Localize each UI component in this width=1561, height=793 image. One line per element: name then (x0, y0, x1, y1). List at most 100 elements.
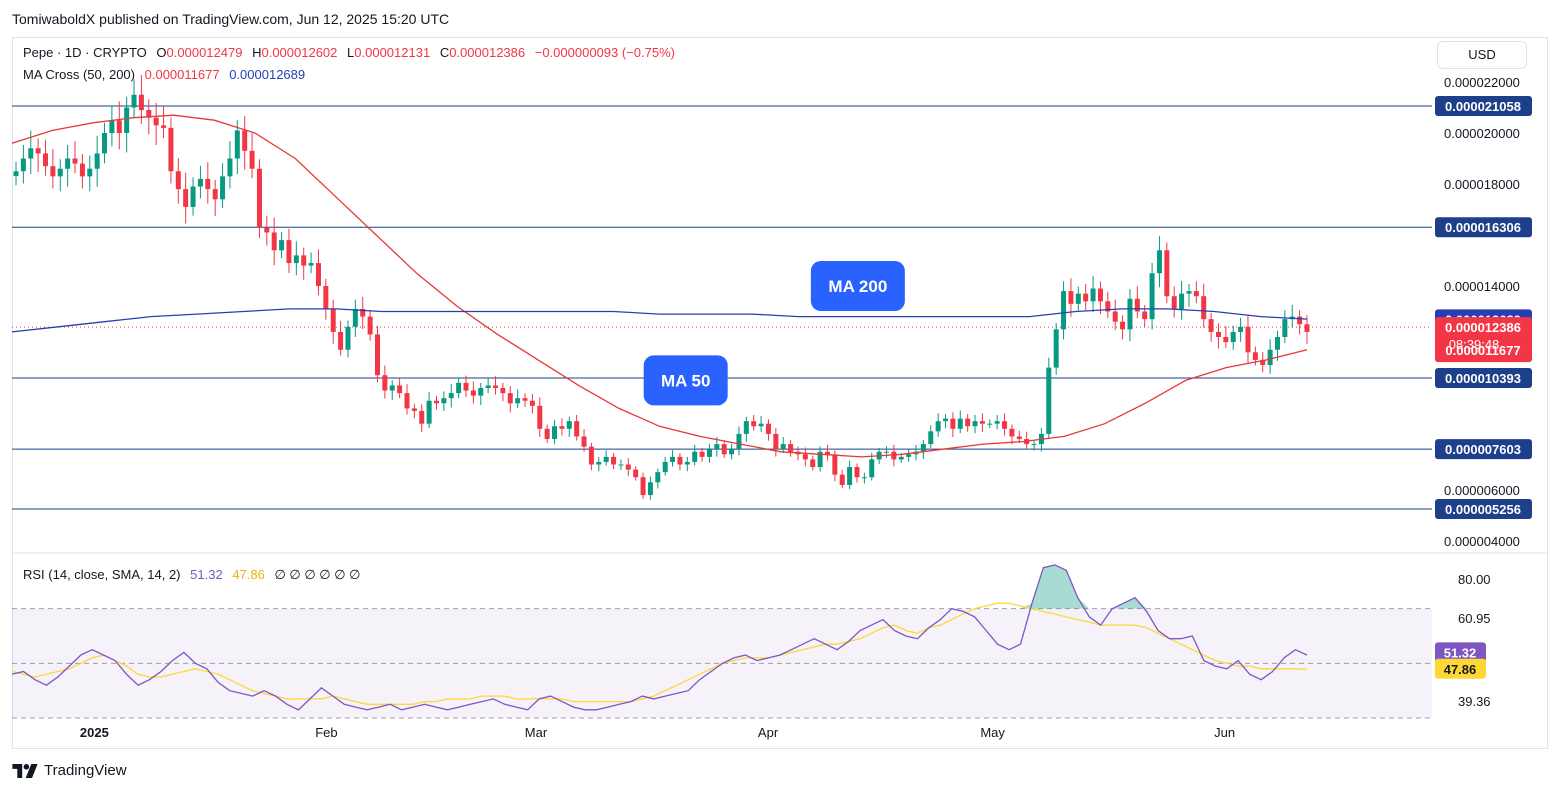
candle (190, 177, 196, 216)
candle-body (611, 456, 617, 465)
candle (1031, 440, 1037, 451)
level-price-text: 0.000021058 (1445, 99, 1521, 114)
candle-body (79, 163, 85, 177)
candle-body (242, 130, 248, 151)
candle-body (330, 308, 336, 332)
candle-body (1208, 319, 1214, 332)
symbol-title[interactable]: Pepe · 1D · CRYPTO (23, 45, 147, 60)
candle (559, 418, 565, 436)
ma-title[interactable]: MA Cross (50, 200) (23, 67, 135, 82)
candle (854, 463, 860, 483)
candle (588, 442, 594, 471)
tradingview-logo[interactable]: TradingView (12, 762, 127, 779)
candle-body (773, 433, 779, 450)
candle (891, 444, 897, 467)
candle-body (183, 189, 189, 207)
brand-name: TradingView (44, 762, 127, 779)
candle (397, 378, 403, 399)
candle (1083, 283, 1089, 311)
candle-body (1031, 444, 1037, 446)
candle-body (102, 133, 108, 154)
price-tick-label: 0.000022000 (1444, 75, 1520, 90)
candle (566, 416, 572, 437)
candle-body (987, 423, 993, 425)
time-tick-label: May (980, 725, 1005, 740)
candle-body (780, 444, 786, 450)
candle-body (544, 428, 550, 439)
level-price-text: 0.000016306 (1445, 220, 1521, 235)
candle (544, 424, 550, 444)
candle-body (566, 421, 572, 429)
rsi-value-label: 51.32 (1435, 642, 1486, 663)
price-tick-label: 0.000014000 (1444, 279, 1520, 294)
low-value: 0.000012131 (354, 45, 431, 60)
candle (1127, 289, 1133, 342)
candle (330, 299, 336, 344)
candle (131, 79, 137, 119)
candle-body (706, 449, 712, 457)
candle-body (1112, 311, 1118, 322)
candle (478, 382, 484, 406)
price-label-text: 0.000011677 (1445, 343, 1520, 358)
candle (1105, 291, 1111, 319)
candle (1046, 357, 1052, 439)
candle-body (662, 461, 668, 473)
candle (116, 101, 122, 150)
candle-body (788, 444, 794, 452)
candle-body (1274, 337, 1280, 350)
candle (611, 453, 617, 470)
candle (1134, 286, 1140, 319)
candle (699, 447, 705, 462)
candle-body (500, 388, 506, 394)
rsi-title[interactable]: RSI (14, close, SMA, 14, 2) (23, 567, 181, 582)
candle (470, 381, 476, 404)
candle (50, 148, 56, 189)
candle (183, 172, 189, 224)
currency-button[interactable]: USD (1437, 41, 1527, 69)
candle (102, 122, 108, 164)
candle (293, 241, 299, 276)
candle (884, 446, 890, 458)
level-price-text: 0.000005256 (1445, 502, 1521, 517)
candle-body (57, 168, 63, 177)
candle (522, 393, 528, 408)
candle (1297, 310, 1303, 335)
candle-body (485, 385, 491, 388)
candle-body (131, 94, 137, 108)
level-price-text: 0.000010393 (1445, 371, 1521, 386)
candle (529, 393, 535, 414)
candle (802, 447, 808, 467)
candle (935, 413, 941, 437)
candle (1230, 325, 1236, 350)
candle-body (625, 464, 631, 470)
candle (1186, 284, 1192, 307)
candle-body (522, 398, 528, 401)
candle-body (574, 421, 580, 437)
candle-body (1053, 329, 1059, 368)
candle (773, 428, 779, 457)
annotation-text: MA 50 (661, 371, 710, 390)
candle (1053, 323, 1059, 375)
candle (286, 228, 292, 273)
candle-body (935, 421, 941, 432)
candle (493, 376, 499, 395)
candle-body (72, 158, 78, 164)
ma-fast-value: 0.000011677 (144, 67, 220, 82)
candle-body (301, 255, 307, 266)
candle (426, 392, 432, 429)
candle-body (441, 398, 447, 404)
candle-body (898, 456, 904, 460)
candle-body (1083, 293, 1089, 302)
candle (1215, 323, 1221, 349)
candle (1002, 413, 1008, 436)
candle-body (1075, 293, 1081, 304)
candle-body (286, 240, 292, 264)
candle-body (1297, 316, 1303, 325)
candle-body (1142, 311, 1148, 320)
candle-body (699, 451, 705, 457)
candle (1201, 283, 1207, 328)
ma-legend: MA Cross (50, 200) 0.000011677 0.0000126… (23, 67, 305, 82)
candle-body (271, 232, 277, 251)
candle-body (507, 393, 513, 404)
